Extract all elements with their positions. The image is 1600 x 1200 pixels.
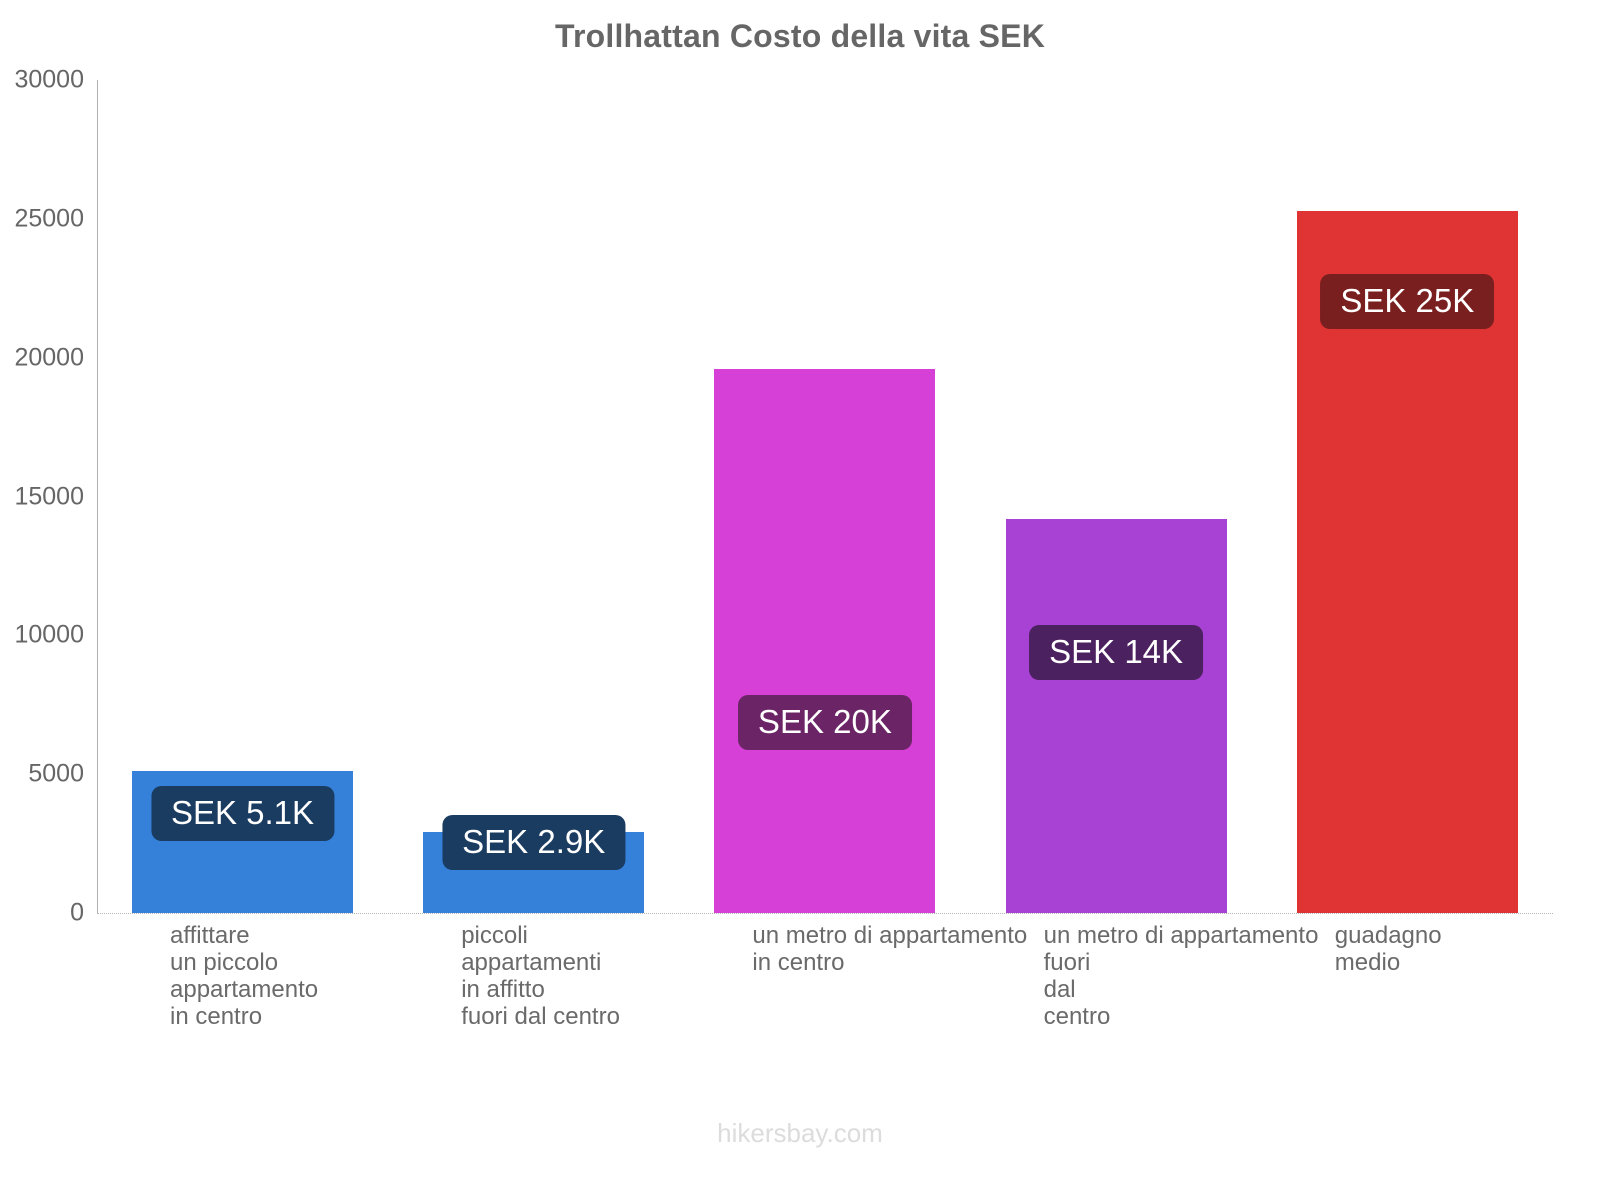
category-label-line: guadagno bbox=[1334, 922, 1442, 949]
category-label-line: dal bbox=[1043, 976, 1076, 1003]
y-axis-tick-label: 20000 bbox=[14, 343, 84, 372]
category-label-line: un metro di appartamento bbox=[1043, 922, 1319, 949]
y-axis-tick-label: 5000 bbox=[28, 759, 84, 788]
y-axis-tick-label: 0 bbox=[70, 898, 84, 927]
y-axis-tick-label: 25000 bbox=[14, 204, 84, 233]
footer-watermark: hikersbay.com bbox=[717, 1118, 883, 1148]
bar[interactable]: SEK 5.1K bbox=[132, 771, 353, 913]
y-axis-tick-label: 15000 bbox=[14, 482, 84, 510]
x-axis-category-label: guadagno medio bbox=[1335, 922, 1442, 976]
bar[interactable]: SEK 14K bbox=[1005, 518, 1227, 913]
x-axis-category-label: piccoli appartamenti in affitto fuori dal c… bbox=[461, 922, 620, 1030]
category-label-line: piccoli bbox=[461, 922, 528, 949]
category-label-line: un piccolo bbox=[170, 949, 279, 976]
category-label-line: in centro bbox=[752, 949, 845, 976]
y-axis-line bbox=[97, 80, 98, 913]
bar[interactable]: SEK 25K bbox=[1296, 210, 1518, 913]
bar-value-label: SEK 2.9K bbox=[442, 814, 626, 870]
category-label-line: fuori dal centro bbox=[461, 1003, 620, 1030]
bar-value-label: SEK 5.1K bbox=[150, 785, 335, 841]
category-label-line: fuori bbox=[1043, 949, 1091, 976]
bar[interactable]: SEK 20K bbox=[714, 368, 936, 913]
x-axis-category-labels: affittare un piccolo appartamento in centro… bbox=[97, 922, 1553, 1062]
chart-title: Trollhattan Costo della vita SEK bbox=[554, 18, 1046, 54]
category-label-line: medio bbox=[1334, 949, 1401, 976]
category-label-line: in centro bbox=[170, 1003, 263, 1030]
x-axis-category-label: affittare un piccolo appartamento in centro bbox=[170, 922, 318, 1030]
category-label-line: affittare bbox=[170, 922, 250, 949]
axis-baseline bbox=[97, 913, 1553, 915]
bar-value-label: SEK 25K bbox=[1320, 273, 1495, 329]
category-label-line: in affitto bbox=[461, 976, 545, 1003]
category-label-line: appartamento bbox=[170, 976, 319, 1003]
x-axis-category-label: un metro di appartamento fuori dal centro bbox=[1044, 922, 1319, 1030]
bar[interactable]: SEK 2.9K bbox=[423, 814, 645, 913]
bar-value-label: SEK 14K bbox=[1029, 625, 1204, 681]
category-label-line: un metro di appartamento bbox=[752, 922, 1028, 949]
category-label-line: appartamenti bbox=[461, 949, 602, 976]
category-label-line: centro bbox=[1043, 1003, 1111, 1030]
y-axis-tick-labels: 0 5000 10000 15000 20000 25000 30000 bbox=[0, 66, 84, 927]
bar-value-label: SEK 20K bbox=[737, 695, 912, 751]
y-axis-tick-label: 30000 bbox=[14, 65, 84, 94]
y-axis-tick-label: 10000 bbox=[14, 620, 84, 649]
plot-area: SEK 5.1K SEK 2.9K SEK 20K SEK 14K SEK 25K bbox=[97, 80, 1553, 915]
x-axis-category-label: un metro di appartamento in centro bbox=[752, 922, 1027, 976]
